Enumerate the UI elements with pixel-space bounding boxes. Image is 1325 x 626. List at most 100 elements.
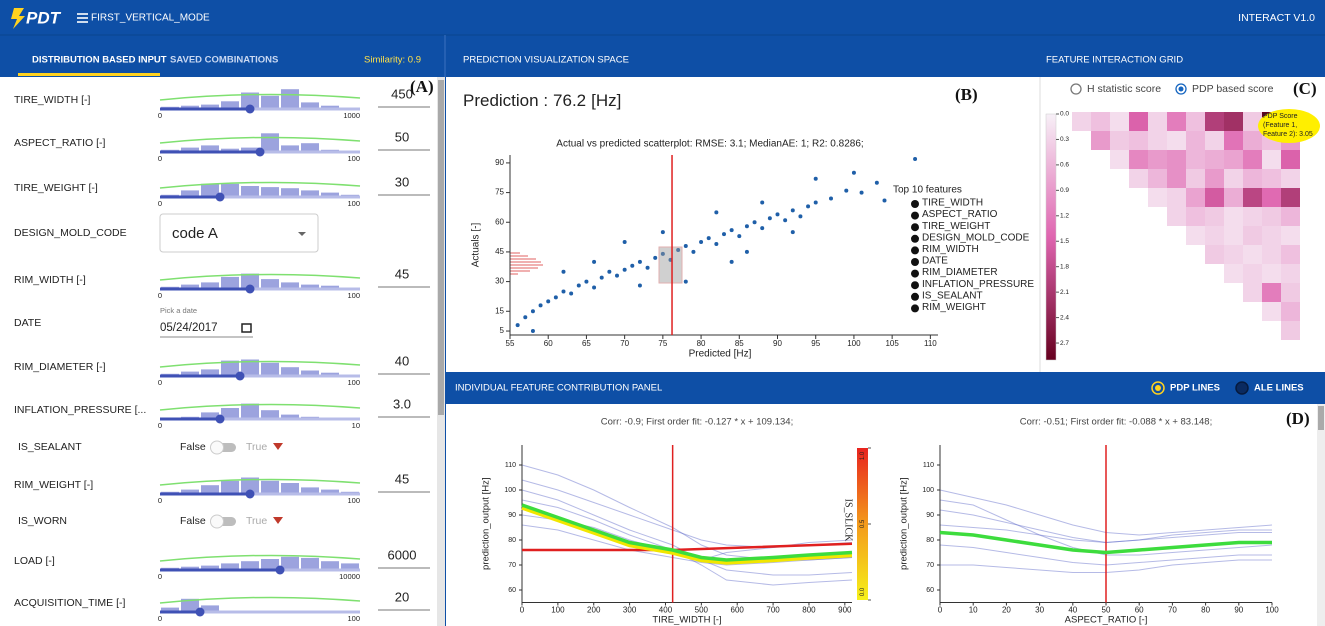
y-tick-label: 100: [922, 487, 934, 494]
heatmap-cell: [1224, 112, 1243, 131]
prediction-range: [658, 246, 683, 284]
slider-handle[interactable]: [275, 565, 285, 575]
histogram-bar: [221, 360, 239, 376]
y-tick-label: 80: [508, 537, 516, 544]
slider-handle[interactable]: [215, 192, 225, 202]
histogram-bar: [201, 145, 219, 152]
point: [699, 240, 704, 245]
x-tick-label: 70: [620, 339, 629, 348]
point: [859, 190, 864, 195]
histogram-bar: [281, 188, 299, 197]
colorbar-label: 1.0: [860, 451, 866, 460]
y-tick-label: 60: [495, 217, 504, 226]
heatmap-cell: [1205, 112, 1224, 131]
heatmap-cell: [1224, 131, 1243, 150]
point: [576, 283, 581, 288]
point: [592, 259, 597, 264]
point: [676, 247, 681, 252]
toggle-arrow: [273, 443, 283, 450]
x-axis-title: ASPECT_RATIO [-]: [1065, 615, 1148, 626]
heatmap-cell: [1148, 131, 1167, 150]
histogram-bar: [221, 101, 239, 109]
heatmap-cell: [1186, 131, 1205, 150]
slider-handle[interactable]: [255, 147, 265, 157]
x-tick-label: 700: [766, 606, 780, 615]
x-tick-label: 100: [551, 606, 565, 615]
slider-handle[interactable]: [245, 104, 255, 114]
point: [569, 291, 574, 296]
colorbar-title: IS_SLICK: [843, 499, 854, 543]
heatmap-cell: [1186, 150, 1205, 169]
point: [767, 216, 772, 221]
tab[interactable]: SAVED COMBINATIONS: [170, 55, 278, 66]
histogram-bar: [281, 367, 299, 376]
colorbar-label: 1.2: [1060, 213, 1069, 220]
histogram-bar: [281, 145, 299, 152]
scroll-thumb[interactable]: [1318, 406, 1324, 430]
input-value: 6000: [388, 547, 417, 562]
density-curve: [159, 360, 361, 368]
x-tick-label: 95: [811, 339, 820, 348]
point: [714, 242, 719, 247]
toggle-on: True: [246, 441, 267, 453]
histogram-bar: [241, 186, 259, 197]
select-caret: [298, 232, 306, 236]
colorbar-label: 0.3: [1060, 136, 1069, 143]
scroll-thumb[interactable]: [438, 80, 444, 415]
slider-handle[interactable]: [195, 607, 205, 617]
radio[interactable]: [1235, 381, 1249, 395]
y-tick-label: 5: [500, 326, 505, 335]
y-tick-label: 70: [508, 562, 516, 569]
tooltip-line: (Feature 1,: [1263, 122, 1297, 129]
histogram-bar: [261, 95, 279, 109]
section-title: INDIVIDUAL FEATURE CONTRIBUTION PANEL: [455, 383, 662, 394]
histogram-bar: [241, 403, 259, 419]
heatmap-cell: [1129, 112, 1148, 131]
calendar-icon[interactable]: [241, 323, 252, 333]
input-value: 40: [395, 353, 409, 368]
y-tick-label: 60: [508, 587, 516, 594]
heatmap-cell: [1224, 226, 1243, 245]
point: [783, 218, 788, 223]
slider-min: 0: [158, 496, 162, 505]
menu-icon[interactable]: [77, 13, 88, 23]
radio[interactable]: [1070, 83, 1082, 95]
point: [729, 228, 734, 233]
slider-handle[interactable]: [245, 489, 255, 499]
slider-handle[interactable]: [235, 371, 245, 381]
top-bar: [0, 0, 1325, 77]
histogram-bar: [281, 483, 299, 494]
heatmap-cell: [1243, 131, 1262, 150]
heatmap-cell: [1224, 150, 1243, 169]
input-label: RIM_WIDTH [-]: [14, 274, 86, 286]
slider-max: 10000: [339, 572, 360, 581]
slider-max: 100: [347, 496, 360, 505]
histogram-bar: [261, 480, 279, 494]
legend-dot: [911, 292, 919, 301]
y-tick-label: 45: [495, 247, 504, 256]
density-curve: [159, 403, 361, 411]
slider-handle[interactable]: [215, 414, 225, 424]
point: [530, 329, 535, 334]
input-label: RIM_WEIGHT [-]: [14, 479, 93, 491]
x-tick-label: 400: [659, 606, 673, 615]
toggle-arrow: [273, 517, 283, 524]
input-value: 45: [395, 266, 409, 281]
point: [553, 295, 558, 300]
x-tick-label: 90: [773, 339, 782, 348]
histogram-bar: [221, 276, 239, 289]
point: [744, 249, 749, 254]
point: [630, 263, 635, 268]
point: [622, 267, 627, 272]
histogram-bar: [261, 187, 279, 197]
histogram-bar: [221, 408, 239, 419]
tab[interactable]: DISTRIBUTION BASED INPUT: [32, 55, 167, 66]
point: [561, 289, 566, 294]
slider-handle[interactable]: [245, 284, 255, 294]
point: [775, 212, 780, 217]
scrollbar[interactable]: [1317, 404, 1325, 626]
histogram-bar: [301, 102, 319, 109]
point: [660, 230, 665, 235]
select-box[interactable]: [159, 213, 319, 253]
